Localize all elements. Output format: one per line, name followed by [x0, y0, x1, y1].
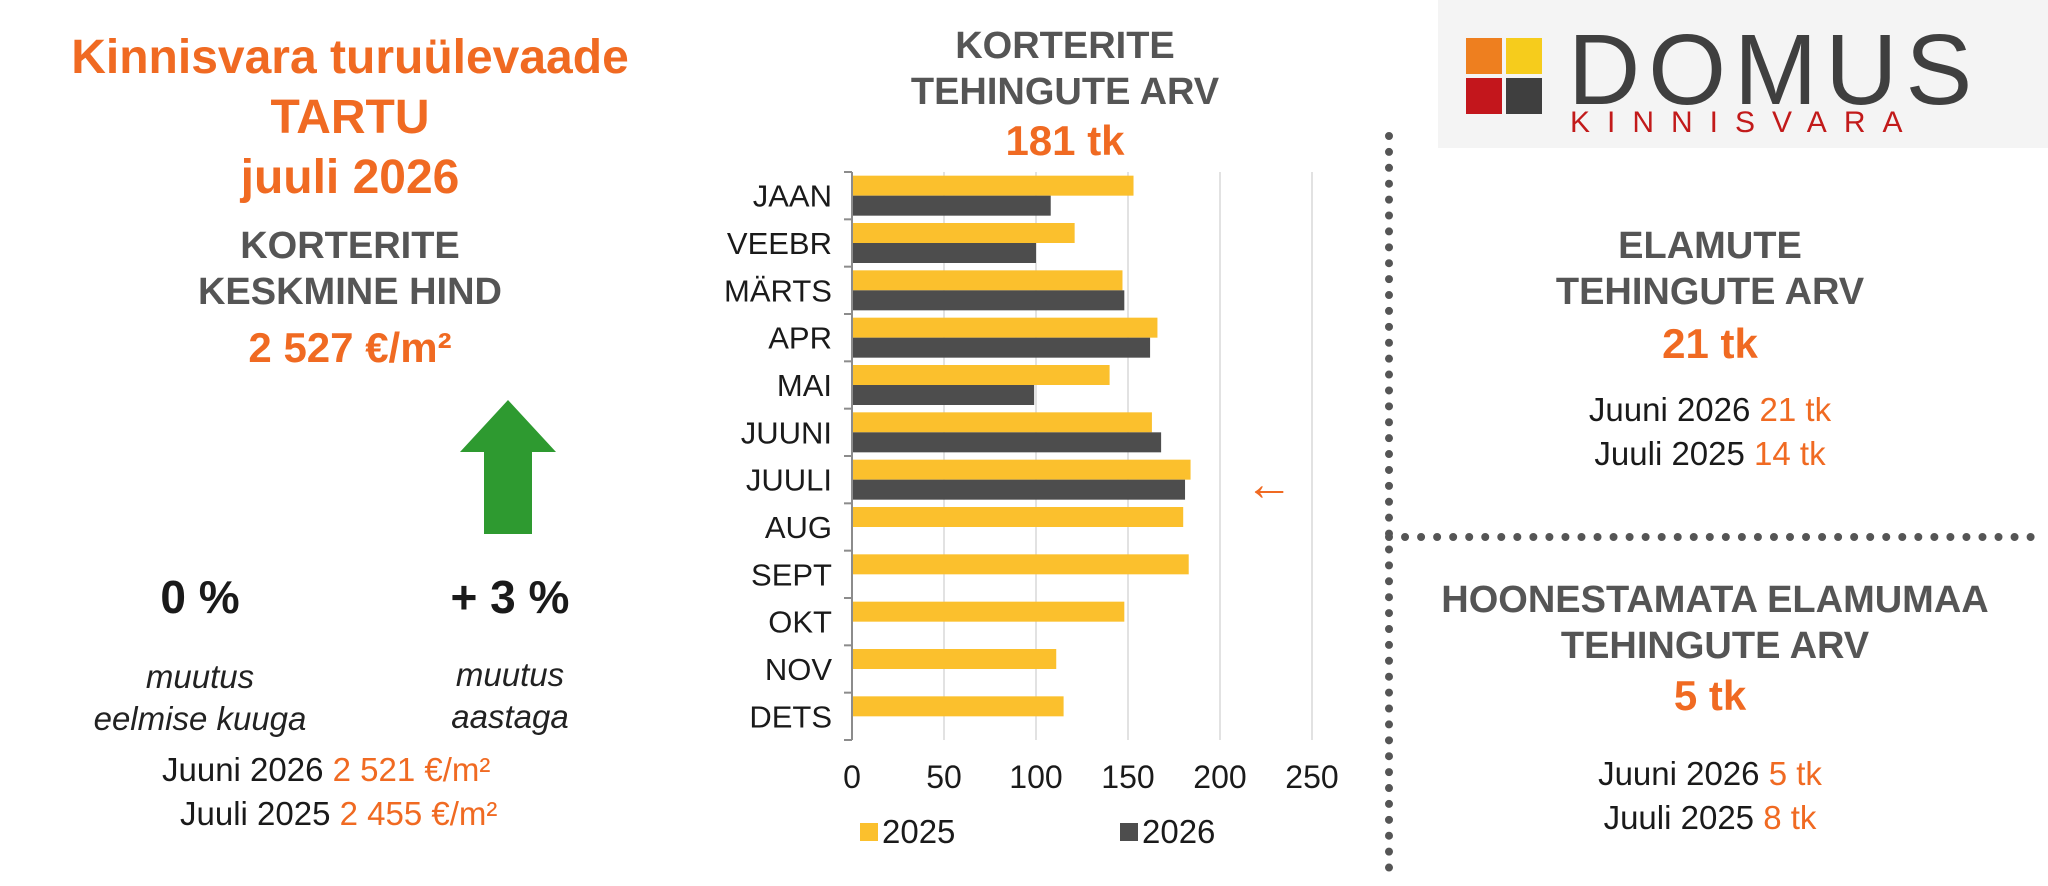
logo-name: DOMUS [1568, 14, 1981, 126]
category-label: JUULI [746, 463, 832, 498]
horizontal-dotted-divider [1385, 533, 2035, 541]
report-city: TARTU [270, 91, 430, 144]
x-tick-label: 250 [1285, 759, 1338, 795]
legend-label-2025: 2025 [882, 813, 955, 850]
bar-2025-veebr [852, 223, 1075, 243]
chart-title-line1: KORTERITE [955, 25, 1175, 67]
category-label: SEPT [751, 557, 832, 592]
category-label: VEEBR [727, 226, 832, 261]
bar-2025-nov [852, 649, 1057, 669]
land-heading-line2: TEHINGUTE ARV [1560, 625, 1870, 667]
compare-label: Juuli 2025 [1594, 435, 1745, 472]
up-arrow-icon [460, 400, 556, 534]
category-label: DETS [749, 699, 832, 734]
year-change-label-line1: muutus [455, 656, 565, 693]
price-heading-line2: KESKMINE HIND [197, 271, 503, 313]
compare-label: Juuli 2025 [1603, 799, 1755, 836]
x-tick-label: 50 [926, 759, 962, 795]
month-change-value: 0 % [160, 571, 240, 623]
category-label: MAI [777, 368, 832, 403]
price-heading-line1: KORTERITE [240, 225, 460, 267]
average-price: 2 527 €/m² [248, 324, 452, 371]
vertical-dotted-divider [1385, 132, 1393, 872]
bar-2025-mai [852, 365, 1110, 385]
land-compare-previous-month: Juuni 2026 5 tk [1480, 752, 1940, 796]
land-heading-line1: HOONESTAMATA ELAMUMAA [1441, 579, 1989, 621]
compare-value: 2 455 €/m² [339, 795, 498, 832]
legend-swatch-2026 [1120, 823, 1138, 841]
compare-label: Juuni 2026 [162, 751, 324, 788]
month-change-label-line1: muutus [145, 658, 255, 695]
category-label: OKT [768, 605, 832, 640]
category-label: JUUNI [741, 415, 832, 450]
bar-2025-märts [852, 270, 1123, 291]
chart-total: 181 tk [1005, 117, 1125, 164]
houses-heading-line2: TEHINGUTE ARV [1555, 271, 1865, 313]
compare-label: Juuli 2025 [180, 795, 331, 832]
logo-square-dark [1506, 78, 1542, 114]
bar-2025-jaan [852, 175, 1134, 196]
domus-logo: DOMUS KINNISVARA [1438, 0, 2048, 148]
year-change-label-line2: aastaga [451, 698, 569, 735]
logo-square-red [1466, 78, 1502, 114]
category-label: AUG [765, 510, 832, 545]
houses-heading-line1: ELAMUTE [1618, 225, 1802, 267]
compare-value: 14 tk [1754, 435, 1826, 472]
land-total: 5 tk [1673, 672, 1747, 719]
price-compare-previous-year: Juuli 2025 2 455 €/m² [180, 792, 497, 836]
bar-2025-juuli [852, 459, 1191, 480]
bar-2026-apr [852, 337, 1151, 358]
logo-subtitle: KINNISVARA [1570, 106, 1920, 139]
bar-2026-mai [852, 385, 1035, 405]
x-tick-label: 0 [843, 759, 861, 795]
compare-value: 8 tk [1763, 799, 1817, 836]
compare-label: Juuni 2026 [1588, 391, 1751, 428]
category-label: APR [768, 321, 832, 356]
houses-compare-previous-month: Juuni 2026 21 tk [1480, 388, 1940, 432]
category-label: JAAN [753, 179, 832, 214]
category-label: MÄRTS [724, 273, 832, 308]
chart-title-line2: TEHINGUTE ARV [910, 71, 1220, 113]
bar-2025-juuni [852, 412, 1152, 433]
legend-label-2026: 2026 [1142, 813, 1215, 850]
x-tick-label: 200 [1193, 759, 1246, 795]
transactions-bar-chart: JAAN VEEBR MÄRTS APR MAI JUUNI JUULI AUG SEPT OKT… [724, 171, 1339, 850]
legend-swatch-2025 [860, 823, 878, 841]
bar-2026-jaan [852, 195, 1051, 216]
houses-total: 21 tk [1662, 320, 1758, 367]
bar-2025-dets [852, 696, 1064, 717]
land-compare-previous-year: Juuli 2025 8 tk [1480, 796, 1940, 840]
report-title: Kinnisvara turuülevaade [71, 31, 629, 84]
bar-2026-juuli [852, 479, 1186, 500]
logo-square-yellow [1506, 38, 1542, 74]
bar-2025-apr [852, 317, 1158, 338]
bar-2025-aug [852, 507, 1184, 527]
bar-2025-sept [852, 554, 1189, 575]
price-compare-previous-month: Juuni 2026 2 521 €/m² [162, 748, 490, 792]
report-period: juuli 2026 [240, 151, 460, 204]
bar-2025-okt [852, 601, 1125, 622]
bar-2026-märts [852, 290, 1125, 311]
houses-compare-previous-year: Juuli 2025 14 tk [1480, 432, 1940, 476]
month-change-label-line2: eelmise kuuga [93, 700, 307, 737]
logo-square-orange [1466, 38, 1502, 74]
compare-value: 5 tk [1768, 755, 1822, 792]
category-label: NOV [765, 652, 833, 687]
current-month-arrow-icon: ← [1245, 458, 1293, 511]
x-tick-label: 100 [1009, 759, 1062, 795]
compare-value: 21 tk [1759, 391, 1832, 428]
bar-2026-veebr [852, 243, 1036, 263]
compare-value: 2 521 €/m² [332, 751, 491, 788]
compare-label: Juuni 2026 [1598, 755, 1760, 792]
x-tick-label: 150 [1101, 759, 1154, 795]
bar-2026-juuni [852, 432, 1162, 453]
year-change-value: + 3 % [450, 571, 570, 623]
